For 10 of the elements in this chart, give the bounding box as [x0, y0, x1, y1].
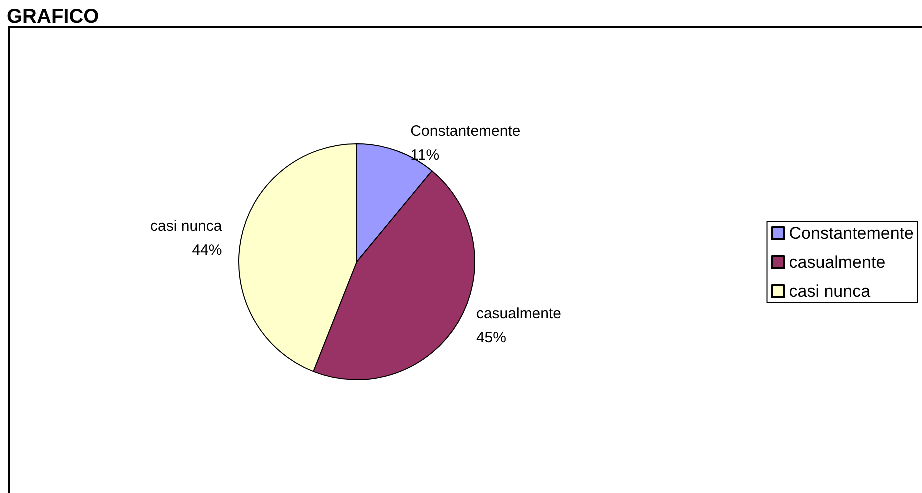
data-label: 45% — [476, 330, 506, 347]
slice-label: Constantemente — [410, 122, 521, 140]
legend-label: Constantemente — [789, 224, 914, 243]
slice-label: casualmente — [476, 306, 562, 323]
data-label: 11% — [410, 146, 440, 164]
slice-label: casi nunca — [150, 218, 223, 235]
legend-label: casi nunca — [789, 282, 872, 301]
chart-title: GRAFICO — [7, 6, 100, 28]
data-label: 44% — [192, 242, 222, 259]
legend-label: casualmente — [789, 253, 886, 272]
